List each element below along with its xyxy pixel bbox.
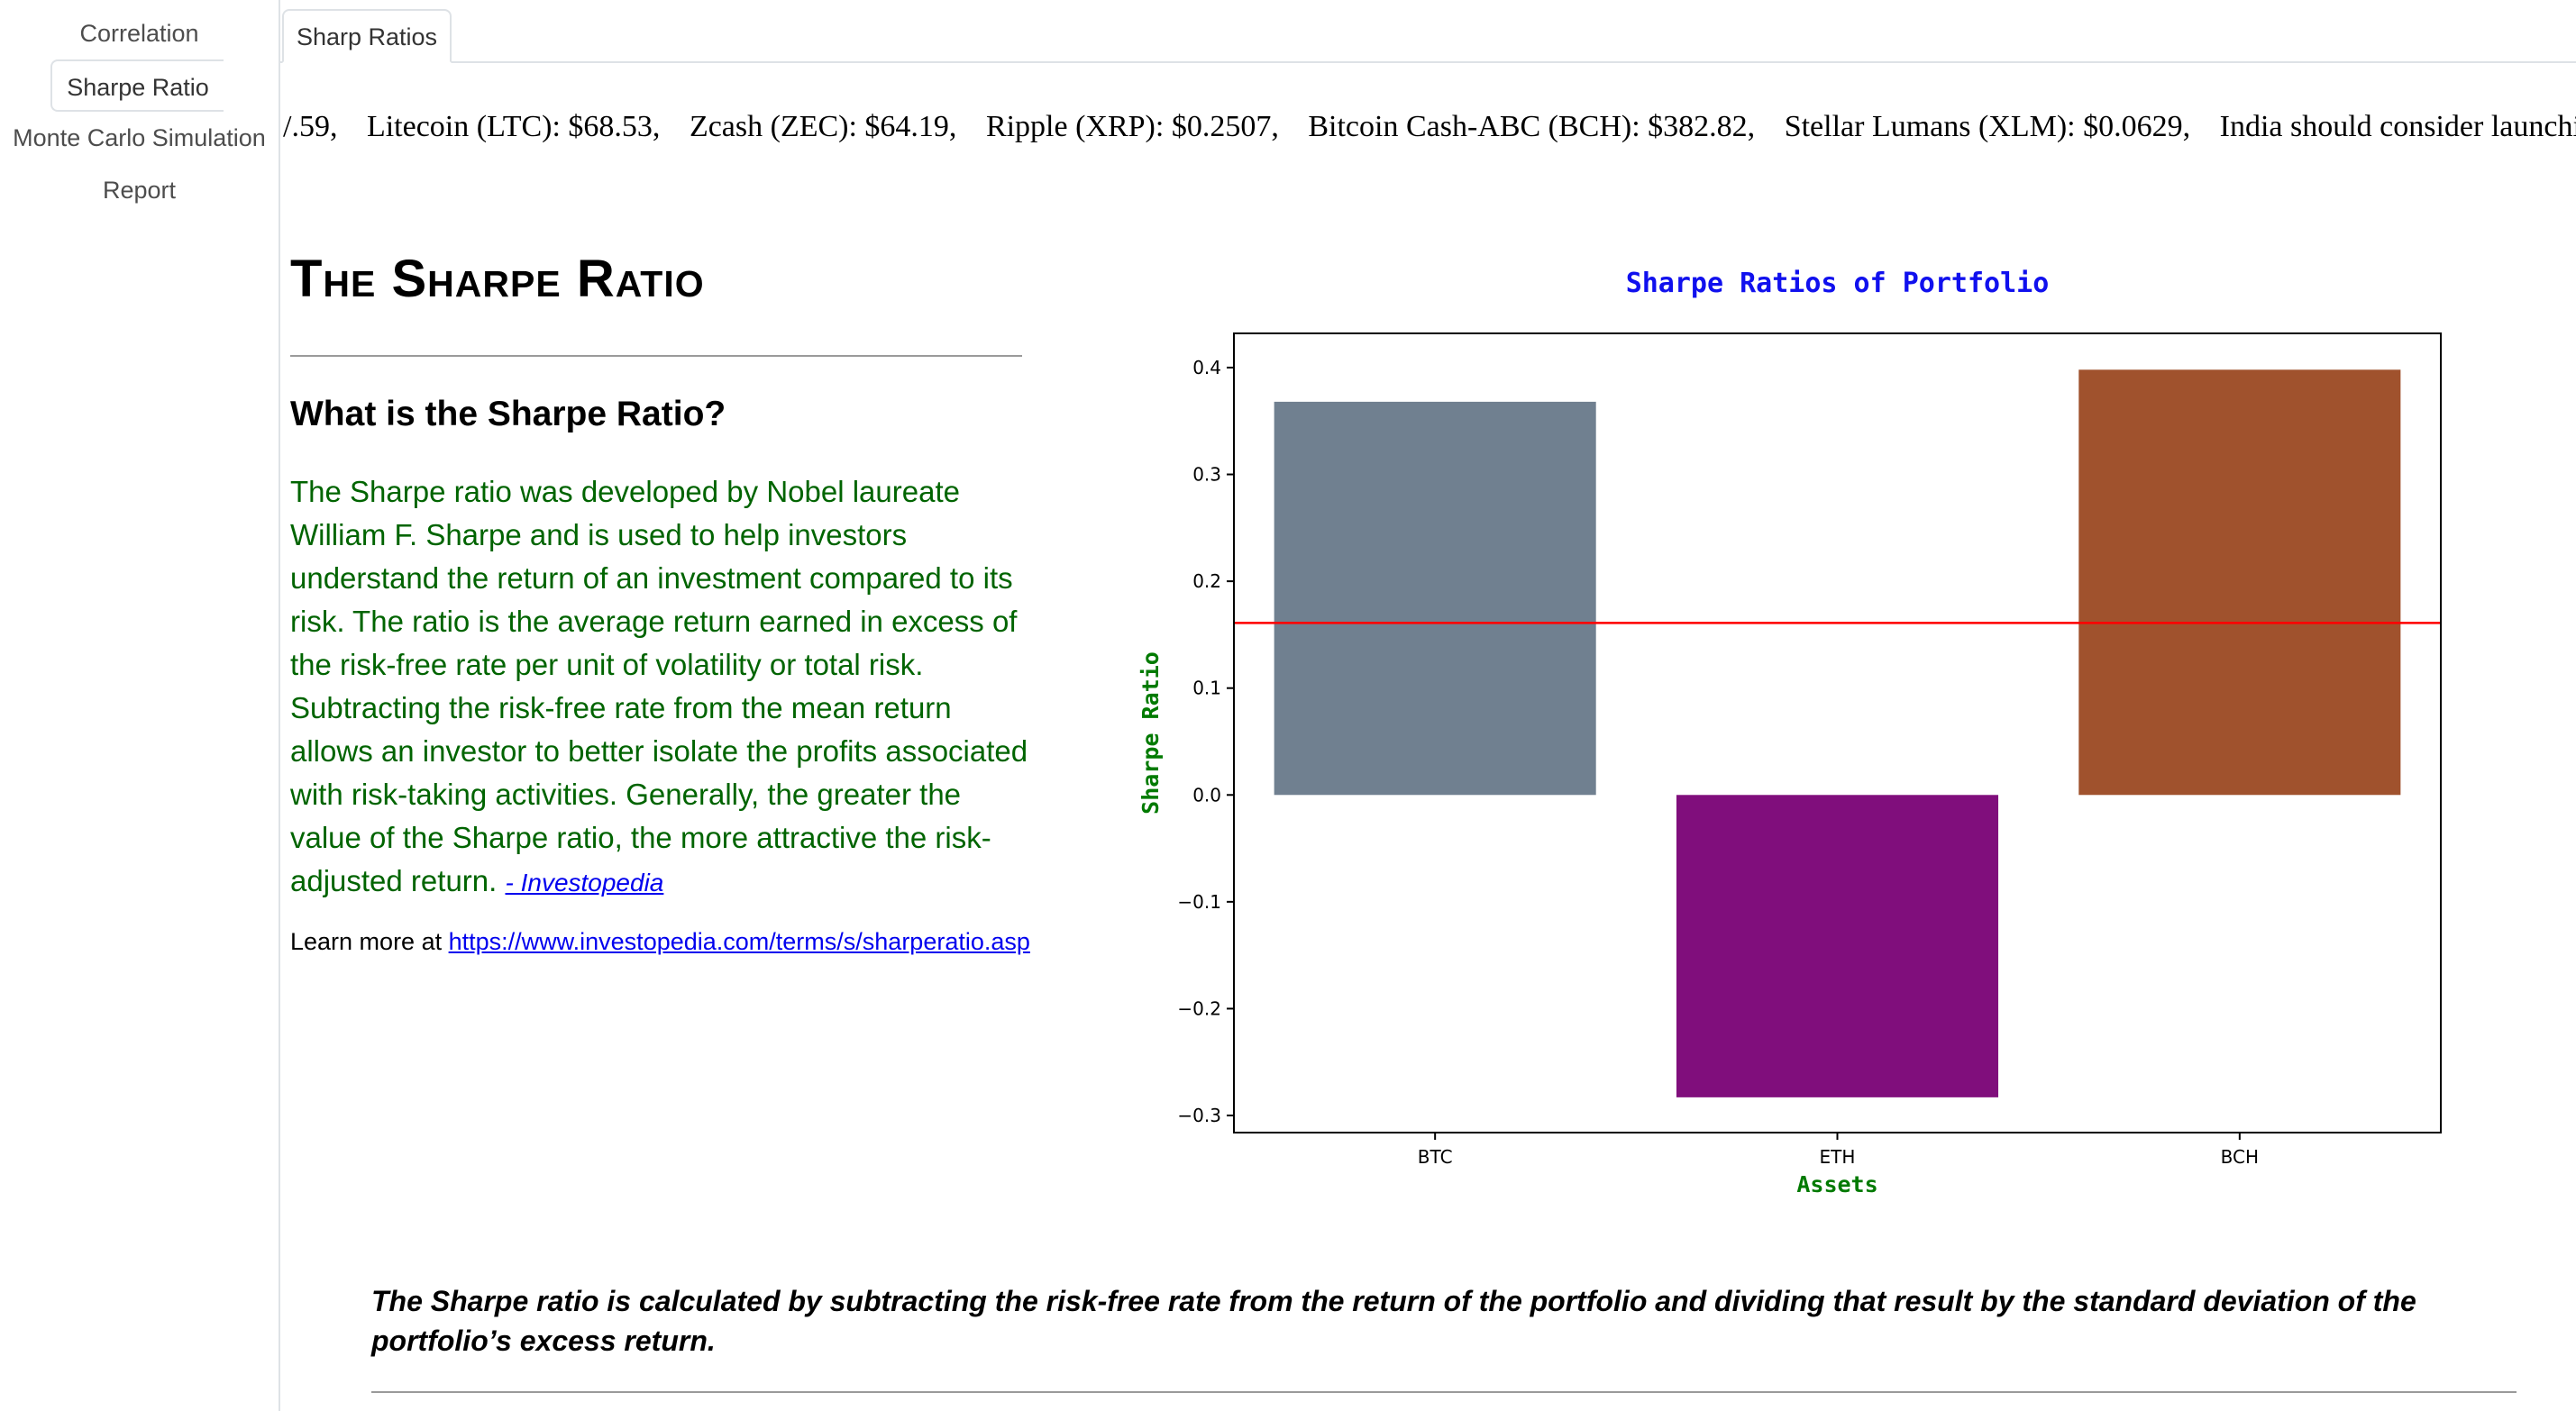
tab-bar: Sharp Ratios [280, 0, 2576, 63]
x-axis-label: Assets [1796, 1171, 1877, 1197]
x-tick-label: ETH [1820, 1146, 1856, 1168]
y-tick-label: 0.1 [1192, 678, 1221, 699]
y-tick-label: −0.1 [1177, 891, 1221, 913]
investopedia-url-link[interactable]: https://www.investopedia.com/terms/s/sha… [448, 928, 1030, 955]
ticker-item: Ripple (XRP): $0.2507, [985, 110, 1279, 143]
ticker-item: India should consider launching its [2219, 110, 2576, 143]
y-tick-label: −0.3 [1177, 1105, 1221, 1126]
title-divider [290, 355, 1022, 357]
formula-note: The Sharpe ratio is calculated by subtra… [371, 1285, 2416, 1357]
section-heading: What is the Sharpe Ratio? [290, 395, 726, 433]
ticker-item: /.59, [283, 110, 338, 143]
sharpe-ratio-chart: Sharpe Ratios of Portfolio −0.3 −0.2 −0.1 0.… [1118, 243, 2506, 1216]
ticker-item: Zcash (ZEC): $64.19, [689, 110, 957, 143]
bar-btc [1274, 401, 1596, 796]
description-text: The Sharpe ratio was developed by Nobel … [290, 475, 1028, 897]
learn-more-label: Learn more at [290, 928, 443, 955]
sidebar-item-correlation[interactable]: Correlation [79, 20, 199, 47]
y-axis-label: Sharpe Ratio [1137, 651, 1164, 815]
price-ticker: /.59, Litecoin (LTC): $68.53, Zcash (ZEC… [283, 110, 2576, 155]
bar-eth [1676, 795, 1999, 1097]
y-tick-label: 0.4 [1192, 357, 1221, 378]
x-tick-label: BCH [2221, 1146, 2259, 1168]
y-tick-label: −0.2 [1177, 997, 1221, 1019]
y-tick-label: 0.3 [1192, 464, 1221, 486]
y-tick-label: 0.0 [1192, 784, 1221, 806]
ticker-item: Litecoin (LTC): $68.53, [366, 110, 661, 143]
y-tick-label: 0.2 [1192, 570, 1221, 592]
chart-title: Sharpe Ratios of Portfolio [1626, 268, 2050, 299]
investopedia-citation-link[interactable]: - Investopedia [505, 869, 664, 897]
ticker-item: Stellar Lumans (XLM): $0.0629, [1784, 110, 2191, 143]
x-tick-label: BTC [1418, 1146, 1453, 1168]
sidebar-item-monte-carlo-simulation[interactable]: Monte Carlo Simulation [13, 124, 266, 151]
tab-sharp-ratios[interactable]: Sharp Ratios [282, 9, 452, 63]
sharpe-description: The Sharpe ratio was developed by Nobel … [290, 470, 1038, 905]
bottom-divider [371, 1391, 2517, 1393]
chart-svg: Sharpe Ratios of Portfolio −0.3 −0.2 −0.1 0.… [1137, 268, 2442, 1197]
sidebar-item-report[interactable]: Report [102, 177, 177, 204]
page-title: The Sharpe Ratio [290, 250, 705, 308]
ticker-item: Bitcoin Cash-ABC (BCH): $382.82, [1308, 110, 1756, 143]
sidebar: Correlation Sharpe Ratio Monte Carlo Sim… [0, 0, 280, 1411]
learn-more: Learn more at https://www.investopedia.c… [290, 928, 1030, 956]
sidebar-item-sharpe-ratio[interactable]: Sharpe Ratio [50, 59, 224, 112]
bar-bch [2078, 369, 2401, 796]
